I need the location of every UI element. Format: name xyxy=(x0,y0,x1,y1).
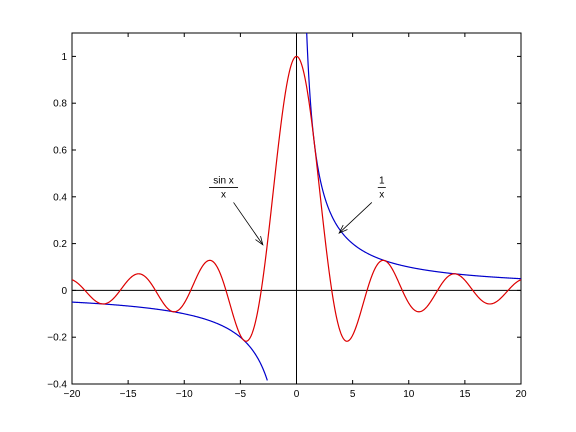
y-tick-label: −0.4 xyxy=(47,380,67,391)
y-tick-label: 0.4 xyxy=(53,192,67,203)
x-tick-label: −20 xyxy=(64,389,81,400)
sinc-curve xyxy=(72,55,521,342)
annotation-arrow-line xyxy=(338,202,373,234)
y-tick-label: 0.8 xyxy=(53,99,67,110)
y-tick-label: 0.2 xyxy=(53,239,67,250)
y-tick-labels: −0.4 −0.2 0 0.2 0.4 0.6 0.8 1 xyxy=(47,52,67,391)
reciprocal-curve xyxy=(306,33,521,280)
annotation-arrow-head xyxy=(255,235,264,246)
curves xyxy=(72,33,521,381)
x-tick-label: −15 xyxy=(120,389,137,400)
y-tick-label: 0.6 xyxy=(53,146,67,157)
annotation-numerator: 1 xyxy=(379,175,385,186)
x-tick-label: 20 xyxy=(515,389,527,400)
annotation-denominator: x xyxy=(379,189,384,200)
x-tick-label: 10 xyxy=(403,389,415,400)
y-tick-label: 0 xyxy=(61,286,67,297)
annotation-arrow-head xyxy=(338,224,348,234)
y-tick-label: 1 xyxy=(61,52,67,63)
x-tick-labels: −20 −15 −10 −5 0 5 10 15 20 xyxy=(64,389,527,400)
x-tick-label: 5 xyxy=(350,389,356,400)
annotation-numerator: sin x xyxy=(213,175,234,186)
x-tick-label: −5 xyxy=(235,389,247,400)
reciprocal-annotation: 1x xyxy=(338,175,386,234)
sinc-annotation: sin x x xyxy=(209,175,264,246)
x-tick-label: 15 xyxy=(459,389,471,400)
annotation-arrow-line xyxy=(233,202,264,245)
x-tick-label: 0 xyxy=(294,389,300,400)
axis-ticks xyxy=(71,33,522,385)
y-tick-label: −0.2 xyxy=(47,333,67,344)
annotation-denominator: x xyxy=(221,189,226,200)
x-tick-label: −10 xyxy=(176,389,193,400)
reciprocal-curve xyxy=(72,301,268,381)
